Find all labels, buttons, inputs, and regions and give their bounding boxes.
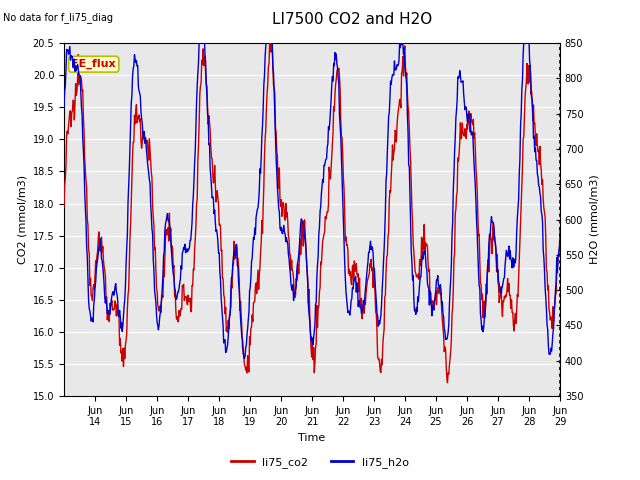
Y-axis label: CO2 (mmol/m3): CO2 (mmol/m3)	[17, 175, 27, 264]
Legend: li75_co2, li75_h2o: li75_co2, li75_h2o	[227, 452, 413, 472]
Text: LI7500 CO2 and H2O: LI7500 CO2 and H2O	[272, 12, 432, 27]
Text: EE_flux: EE_flux	[72, 59, 116, 69]
Y-axis label: H2O (mmol/m3): H2O (mmol/m3)	[589, 175, 599, 264]
X-axis label: Time: Time	[298, 433, 326, 443]
Text: No data for f_li75_diag: No data for f_li75_diag	[3, 12, 113, 23]
